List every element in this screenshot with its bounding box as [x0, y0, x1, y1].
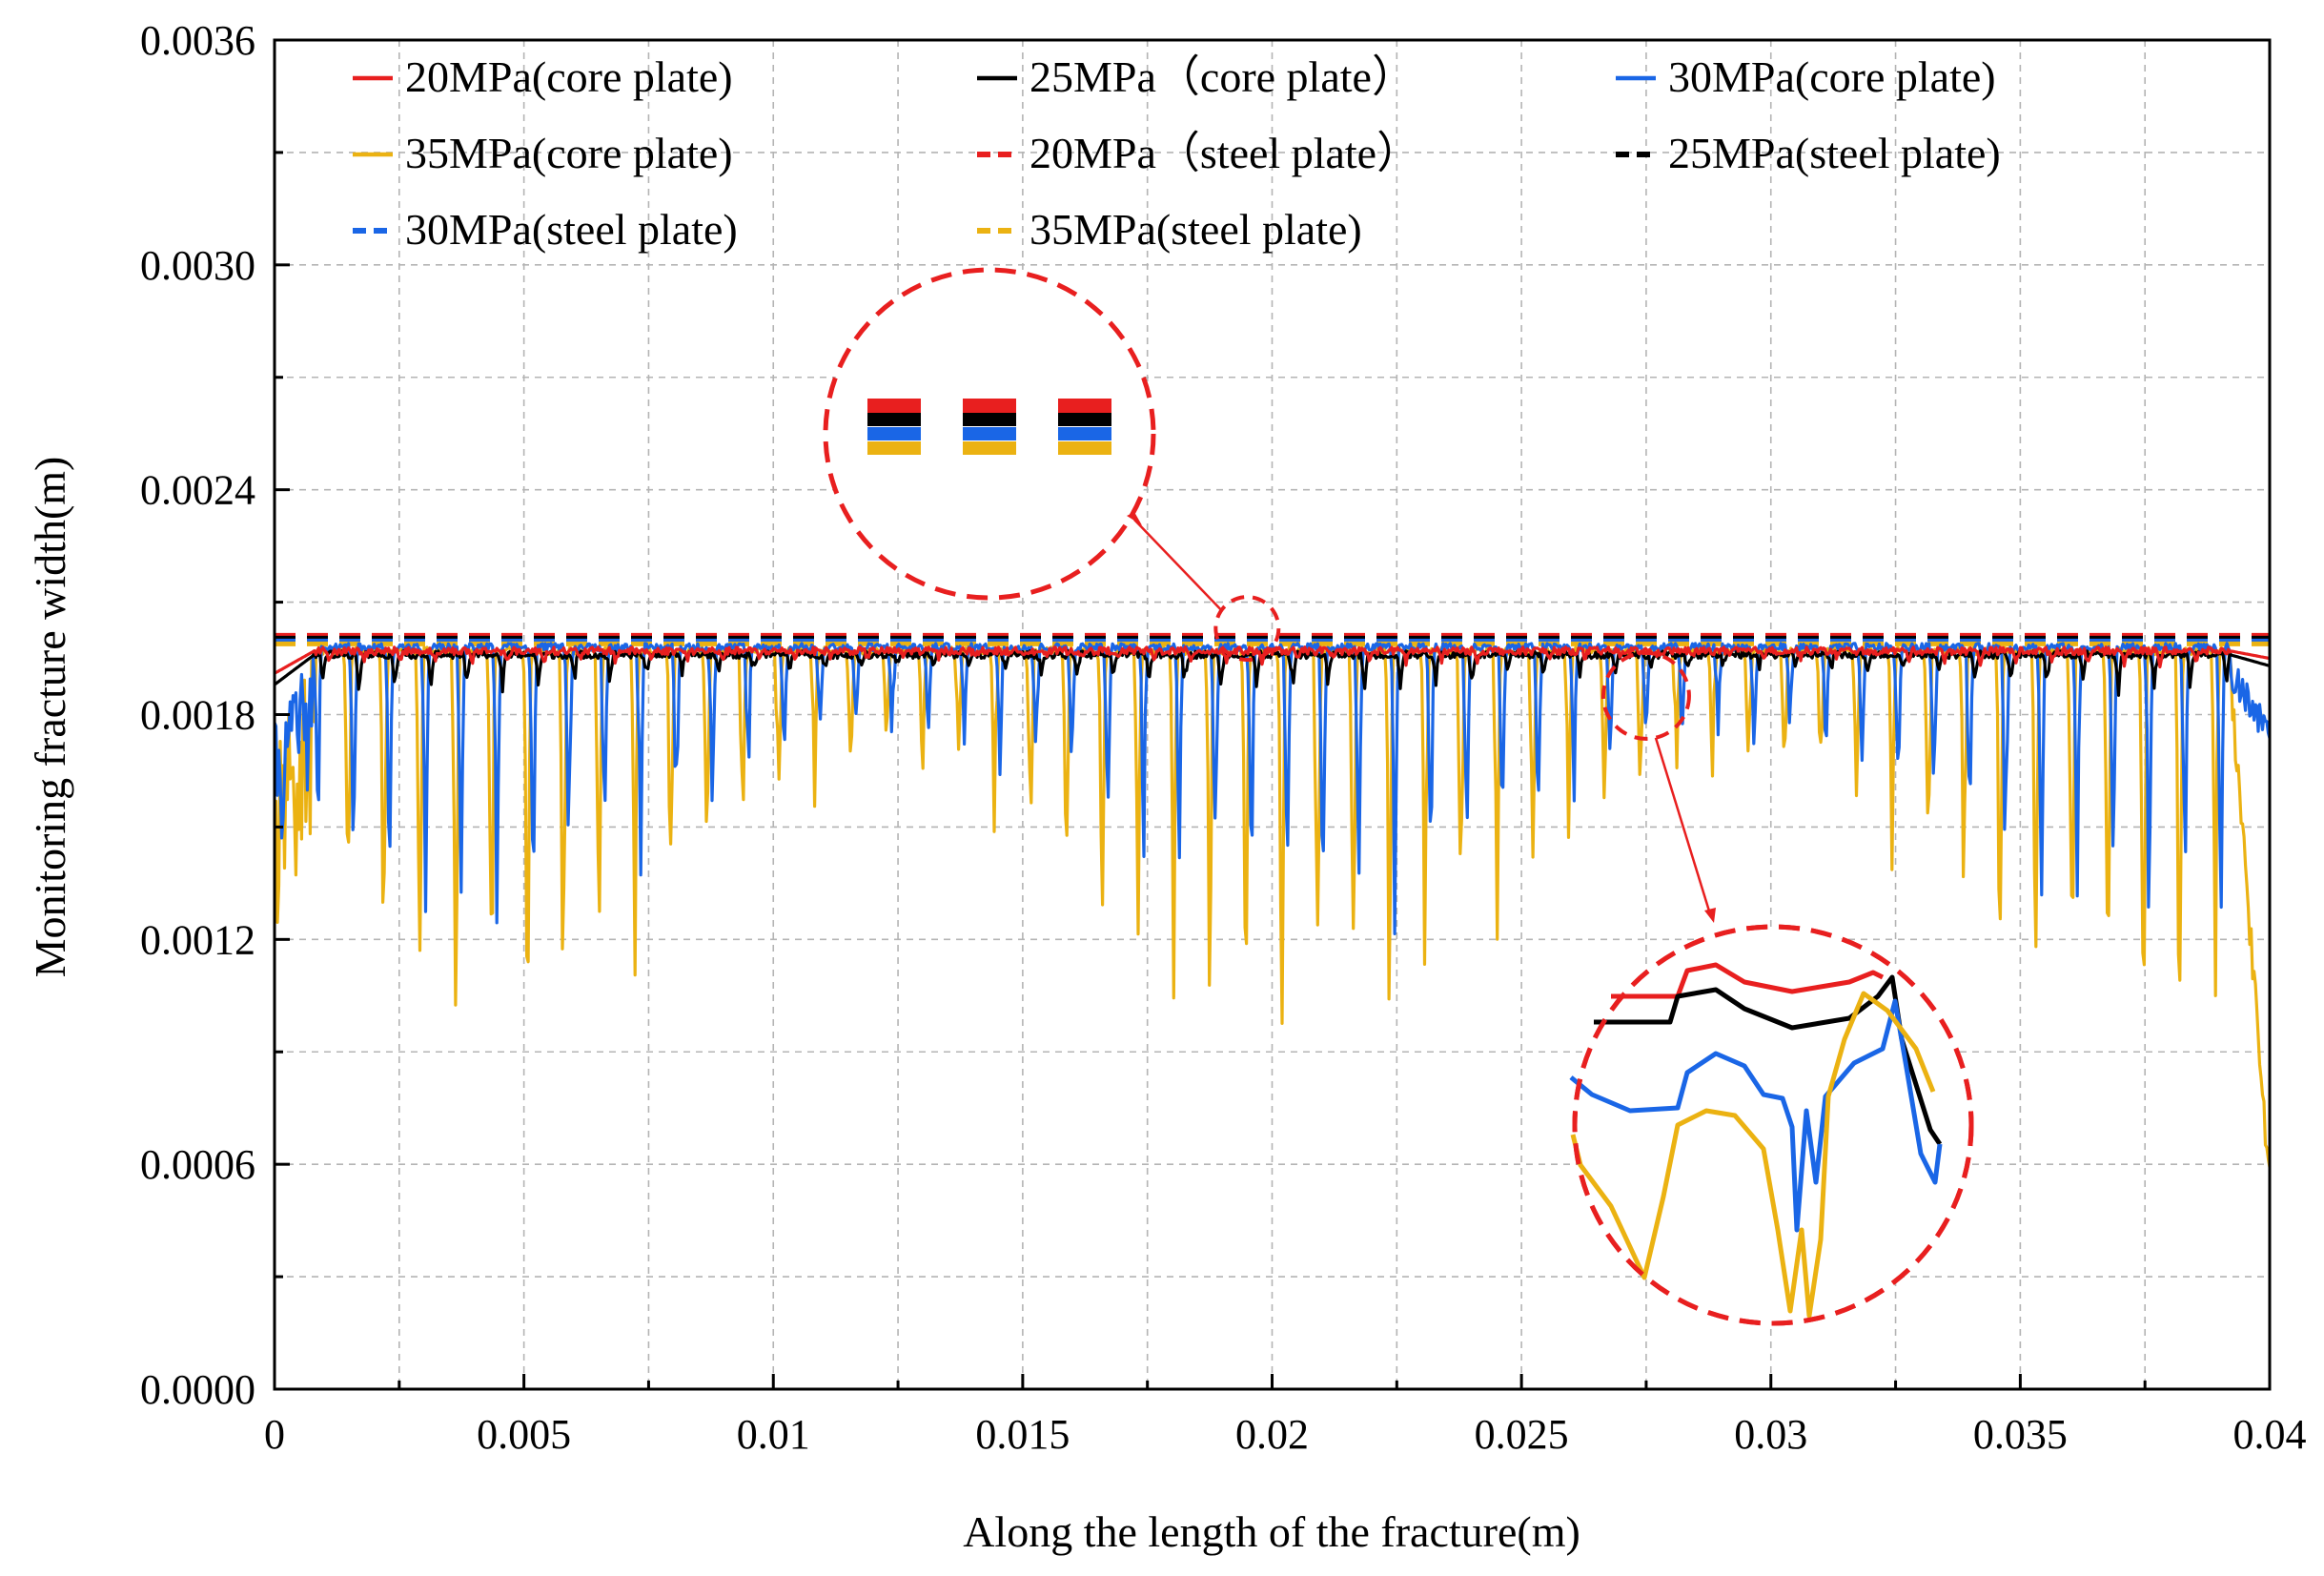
y-tick-label: 0.0024 — [140, 467, 255, 514]
y-tick-label: 0.0000 — [140, 1366, 255, 1413]
steel-plate-series — [275, 632, 2270, 646]
x-tick-label: 0.01 — [737, 1411, 810, 1458]
zoom-dash-segment — [963, 441, 1016, 455]
series-line-core — [274, 645, 2271, 675]
zoom-arrow — [1133, 519, 1224, 612]
y-tick-label: 0.0018 — [140, 692, 255, 739]
zoom-dash-segment — [963, 427, 1016, 440]
legend-label: 35MPa(steel plate) — [1029, 205, 1362, 254]
legend-label: 20MPa(core plate) — [405, 52, 733, 101]
y-tick-labels: 0.0000 0.0006 0.0012 0.0018 0.0024 0.0030 0.00… — [140, 17, 255, 1413]
legend-label: 35MPa(core plate) — [405, 129, 733, 177]
x-tick-labels: 0 0.005 0.01 0.015 0.02 0.025 0.03 0.035 0.04 — [264, 1411, 2307, 1458]
y-tick-label: 0.0012 — [140, 916, 255, 963]
x-tick-label: 0.005 — [477, 1411, 571, 1458]
zoom-dash-segment — [867, 413, 921, 426]
legend-label: 30MPa(steel plate) — [405, 205, 738, 254]
zoom-marker-small — [1600, 650, 1691, 741]
zoom-dash-segment — [1058, 413, 1111, 426]
zoom-dash-segment — [867, 427, 921, 440]
legend-label: 30MPa(core plate) — [1668, 52, 1996, 101]
annotations — [823, 267, 1974, 1326]
zoom-arrow-head — [1704, 908, 1716, 923]
zoom-dash-segment — [963, 413, 1016, 426]
x-tick-label: 0.02 — [1235, 1411, 1309, 1458]
legend-label: 20MPa（steel plate） — [1029, 129, 1420, 177]
zoom-circle-border — [1572, 924, 1974, 1326]
core-plate-series — [273, 642, 2272, 1168]
x-axis-title: Along the length of the fracture(m) — [963, 1507, 1580, 1556]
zoom-arrow — [1654, 737, 1713, 918]
legend-label: 25MPa(steel plate) — [1668, 129, 2001, 177]
x-tick-label: 0.035 — [1973, 1411, 2068, 1458]
zoom-curve — [1570, 991, 1936, 1319]
x-tick-label: 0.04 — [2233, 1411, 2307, 1458]
zoom-marker-small — [1213, 595, 1281, 663]
x-tick-label: 0.025 — [1475, 1411, 1569, 1458]
legend: 20MPa(core plate) 25MPa（core plate） 30MPa(… — [353, 52, 2001, 254]
y-tick-label: 0.0036 — [140, 17, 255, 64]
zoom-curve — [1569, 998, 1943, 1233]
axis-ticks — [273, 38, 2272, 1391]
zoom-curve — [1611, 962, 1885, 999]
zoom-arrow-head — [1127, 512, 1142, 525]
zoom-dash-segment — [867, 441, 921, 455]
x-tick-label: 0.03 — [1734, 1411, 1807, 1458]
x-tick-label: 0.015 — [975, 1411, 1070, 1458]
zoom-dash-segment — [1058, 441, 1111, 455]
y-tick-label: 0.0006 — [140, 1141, 255, 1188]
y-tick-label: 0.0030 — [140, 242, 255, 289]
zoom-dash-segment — [1058, 427, 1111, 440]
x-tick-label: 0 — [264, 1411, 285, 1458]
y-axis-title: Monitoring fracture width(m) — [26, 457, 74, 978]
legend-label: 25MPa（core plate） — [1029, 52, 1416, 101]
